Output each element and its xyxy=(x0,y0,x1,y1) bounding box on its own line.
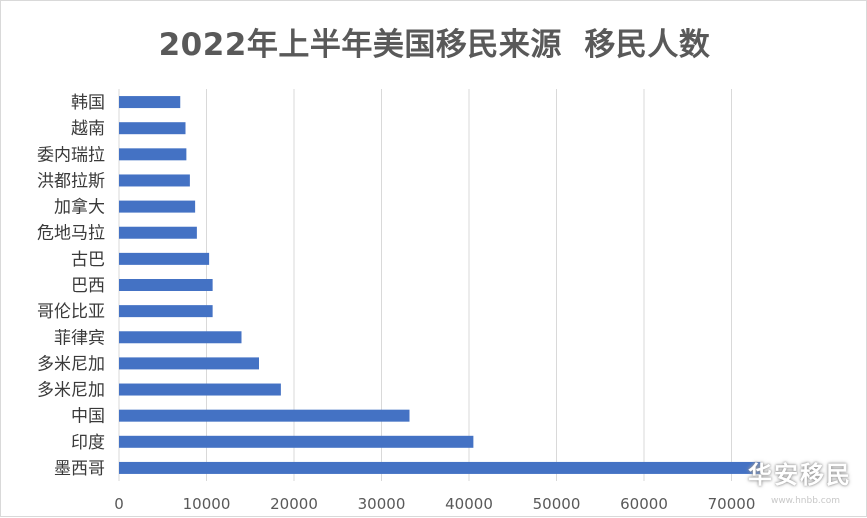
category-label: 多米尼加 xyxy=(37,354,105,374)
bar xyxy=(119,331,242,344)
x-tick-label: 20000 xyxy=(270,495,318,513)
bar xyxy=(119,174,190,187)
category-label: 多米尼加 xyxy=(37,381,105,401)
bar xyxy=(119,357,259,370)
category-label: 洪都拉斯 xyxy=(37,171,105,191)
bar xyxy=(119,435,474,448)
bars xyxy=(119,96,761,474)
bar xyxy=(119,226,197,239)
x-tick-label: 50000 xyxy=(533,495,581,513)
bar xyxy=(119,148,187,161)
x-tick-label: 40000 xyxy=(445,495,493,513)
x-tick-label: 60000 xyxy=(620,495,668,513)
category-label: 加拿大 xyxy=(54,197,105,218)
category-label: 菲律宾 xyxy=(54,328,105,348)
bar xyxy=(119,252,210,265)
bar xyxy=(119,383,281,396)
x-tick-labels: 0 10000 20000 30000 40000 50000 60000 70000 xyxy=(114,495,755,513)
bar xyxy=(119,279,213,291)
bar xyxy=(119,96,181,109)
category-label: 哥伦比亚 xyxy=(37,302,105,322)
bar xyxy=(119,461,761,474)
x-tick-label: 0 xyxy=(114,495,124,513)
x-tick-label: 70000 xyxy=(708,495,756,513)
category-label: 危地马拉 xyxy=(37,224,105,244)
bar xyxy=(119,409,410,422)
category-label: 巴西 xyxy=(71,276,105,296)
category-label: 中国 xyxy=(71,407,105,427)
category-label: 印度 xyxy=(71,433,105,453)
bar xyxy=(119,122,186,135)
category-labels: 韩国越南委内瑞拉洪都拉斯加拿大危地马拉古巴巴西哥伦比亚菲律宾多米尼加多米尼加中国… xyxy=(37,93,105,479)
category-label: 委内瑞拉 xyxy=(37,145,105,165)
x-tick-label: 30000 xyxy=(358,495,406,513)
bar xyxy=(119,200,196,213)
bar xyxy=(119,305,213,318)
x-tick-label: 10000 xyxy=(183,495,231,513)
watermark-url: www.hnbb.com xyxy=(770,496,840,506)
category-label: 墨西哥 xyxy=(54,459,105,479)
watermark-logo: 华安移民 xyxy=(748,461,852,489)
chart-title: 2022年上半年美国移民来源 移民人数 xyxy=(158,27,711,63)
category-label: 越南 xyxy=(71,119,105,139)
category-label: 韩国 xyxy=(71,93,105,113)
category-label: 古巴 xyxy=(71,250,105,270)
